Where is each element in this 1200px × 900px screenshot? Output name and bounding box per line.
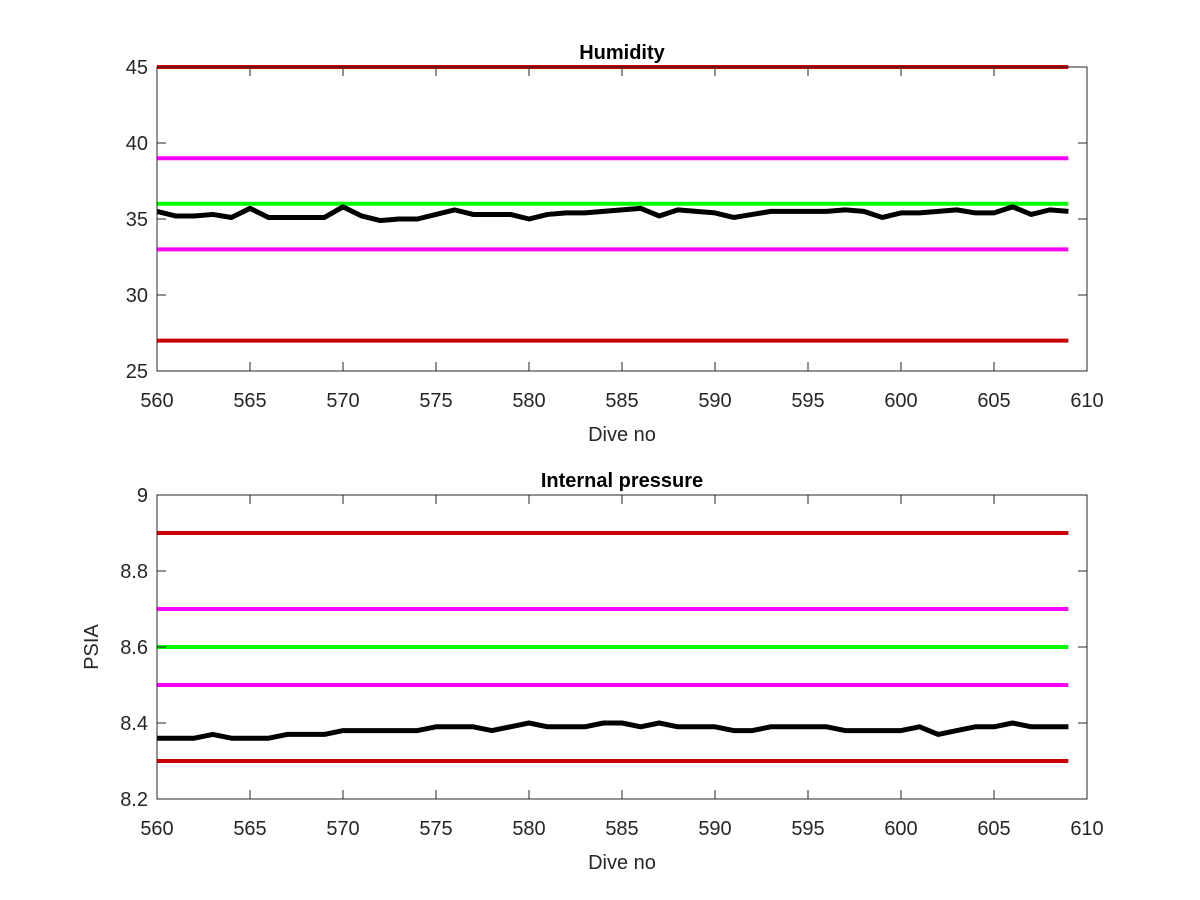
x-tick-label: 590 (698, 390, 731, 412)
internal-pressure-plot: 560 565 570 575 580 585 590 595 600 605 610 8.2 8.4 8… (81, 470, 1104, 874)
y-tick-label: 8.4 (120, 713, 148, 735)
x-tick-label: 575 (419, 390, 452, 412)
chart-title: Humidity (579, 42, 665, 64)
x-tick-label: 605 (977, 390, 1010, 412)
y-tick-label: 8.8 (120, 561, 148, 583)
x-tick-label: 575 (419, 818, 452, 840)
y-tick-label: 30 (126, 285, 148, 307)
y-axis-label: PSIA (81, 624, 103, 670)
x-tick-label: 595 (791, 390, 824, 412)
y-tick-label: 25 (126, 361, 148, 383)
x-axis-label: Dive no (588, 424, 656, 446)
y-tick-label: 8.6 (120, 637, 148, 659)
x-tick-label: 560 (140, 818, 173, 840)
x-tick-label: 560 (140, 390, 173, 412)
data-series-line (156, 204, 1069, 224)
x-tick-label: 595 (791, 818, 824, 840)
y-tick-label: 9 (137, 485, 148, 507)
x-tick-label: 565 (233, 390, 266, 412)
y-tick-label: 35 (126, 209, 148, 231)
x-tick-label: 600 (884, 818, 917, 840)
chart-title: Internal pressure (541, 470, 703, 492)
x-tick-label: 600 (884, 390, 917, 412)
y-tick-label: 8.2 (120, 789, 148, 811)
x-tick-label: 605 (977, 818, 1010, 840)
x-tick-label: 585 (605, 390, 638, 412)
data-series-line (157, 720, 1069, 741)
x-tick-label: 570 (326, 390, 359, 412)
x-tick-label: 610 (1070, 390, 1103, 412)
x-axis-label: Dive no (588, 852, 656, 874)
humidity-plot: 560 565 570 575 580 585 590 595 600 605 610 25 30 35 4… (126, 42, 1104, 446)
x-tick-label: 585 (605, 818, 638, 840)
y-tick-label: 45 (126, 57, 148, 79)
x-tick-label: 610 (1070, 818, 1103, 840)
y-tick-label: 40 (126, 133, 148, 155)
x-tick-label: 570 (326, 818, 359, 840)
x-tick-label: 580 (512, 818, 545, 840)
x-tick-label: 590 (698, 818, 731, 840)
x-tick-label: 565 (233, 818, 266, 840)
x-tick-label: 580 (512, 390, 545, 412)
